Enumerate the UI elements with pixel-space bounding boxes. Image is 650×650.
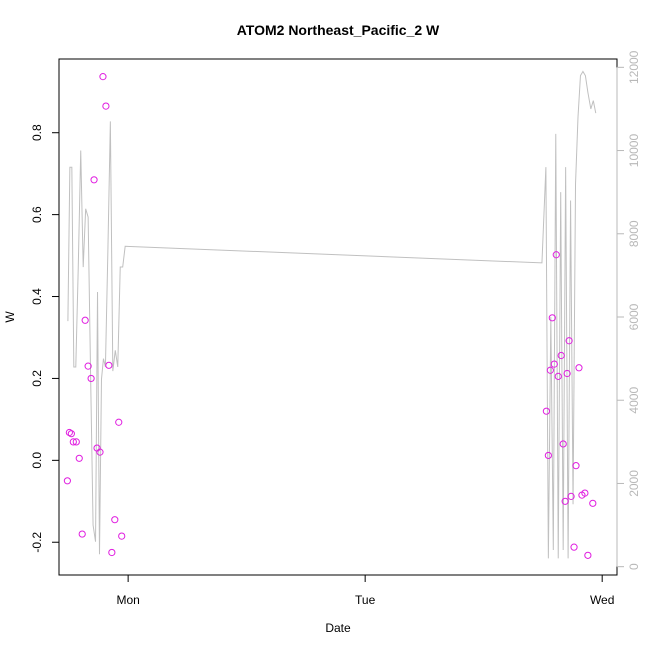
data-point xyxy=(552,251,560,259)
data-point xyxy=(550,360,558,368)
left-series-layer xyxy=(63,73,597,559)
y-axis-left: -0.2 0.0 0.2 0.4 0.6 0.8 xyxy=(30,124,60,553)
y2-tick-label: 10000 xyxy=(627,134,641,168)
data-point xyxy=(554,372,562,380)
x-axis: Mon Tue Wed xyxy=(116,574,614,607)
y2-tick-label: 8000 xyxy=(627,220,641,247)
y-axis-label: W xyxy=(3,311,17,323)
data-point xyxy=(570,543,578,551)
y-tick-label: -0.2 xyxy=(30,532,44,553)
y2-tick-label: 6000 xyxy=(627,303,641,330)
y-axis-right: 0 2000 4000 6000 8000 10000 12000 xyxy=(616,50,641,570)
data-point xyxy=(575,364,583,372)
data-point xyxy=(567,492,575,500)
data-point xyxy=(67,430,75,438)
right-series-layer xyxy=(67,70,597,559)
data-point xyxy=(589,499,597,507)
data-point xyxy=(84,362,92,370)
data-point xyxy=(111,516,119,524)
data-point xyxy=(105,361,113,369)
series-line-0 xyxy=(67,70,597,559)
data-point xyxy=(581,489,589,497)
data-point xyxy=(69,438,77,446)
data-point xyxy=(81,316,89,324)
x-tick-label: Tue xyxy=(355,593,376,607)
data-point xyxy=(557,351,565,360)
data-point xyxy=(544,451,552,460)
data-point xyxy=(102,102,110,110)
data-point xyxy=(65,428,73,437)
data-point xyxy=(561,497,569,505)
chart-title: ATOM2 Northeast_Pacific_2 W xyxy=(237,22,440,38)
data-point xyxy=(90,176,98,184)
data-point xyxy=(115,418,123,426)
y-tick-label: 0.0 xyxy=(30,452,44,469)
y2-tick-label: 0 xyxy=(627,563,641,570)
y-tick-label: 0.4 xyxy=(30,288,44,305)
data-point xyxy=(546,366,554,374)
y2-tick-label: 12000 xyxy=(627,50,641,84)
y2-tick-label: 4000 xyxy=(627,387,641,414)
data-point xyxy=(118,532,126,540)
data-point xyxy=(75,454,83,462)
y-tick-label: 0.8 xyxy=(30,124,44,141)
data-point xyxy=(87,374,95,383)
data-point xyxy=(565,337,573,345)
data-point xyxy=(548,314,556,322)
data-point xyxy=(542,407,550,415)
data-point xyxy=(584,551,592,559)
x-tick-label: Wed xyxy=(590,593,614,607)
data-point xyxy=(78,530,86,538)
data-point xyxy=(72,438,80,446)
y-tick-label: 0.6 xyxy=(30,206,44,223)
y-tick-label: 0.2 xyxy=(30,370,44,387)
data-point xyxy=(108,548,116,557)
x-axis-label: Date xyxy=(325,621,351,635)
data-point xyxy=(572,462,580,470)
data-point xyxy=(563,369,571,378)
data-point xyxy=(63,477,71,485)
data-point xyxy=(96,448,104,456)
data-point xyxy=(99,73,107,81)
data-point xyxy=(559,440,567,448)
x-tick-label: Mon xyxy=(116,593,139,607)
y2-tick-label: 2000 xyxy=(627,470,641,497)
